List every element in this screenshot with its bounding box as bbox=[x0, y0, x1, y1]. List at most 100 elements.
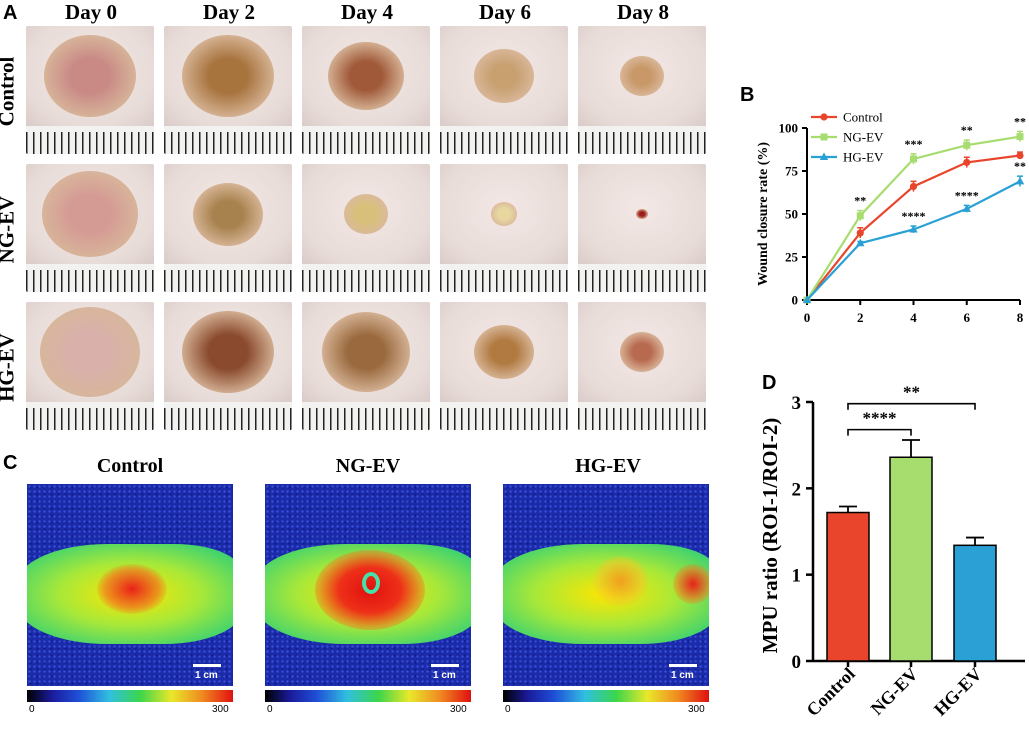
day-label-6: Day 6 bbox=[479, 0, 531, 24]
y-tick-label: 2 bbox=[792, 479, 802, 500]
x-tick-label: 6 bbox=[964, 310, 971, 325]
wound-photo bbox=[164, 302, 292, 430]
significance-label: ** bbox=[854, 194, 866, 208]
data-point-ng-ev bbox=[910, 155, 917, 163]
colorbar-control bbox=[27, 690, 233, 702]
legend-marker bbox=[820, 133, 828, 141]
ldpi-title-ng-ev: NG-EV bbox=[335, 455, 401, 477]
significance-label: ** bbox=[1014, 159, 1026, 173]
colorbar-max-ng-ev: 300 bbox=[450, 704, 467, 715]
x-tick-label: HG-EV bbox=[930, 664, 986, 720]
day-label-4: Day 4 bbox=[341, 0, 393, 24]
ldpi-image-hg-ev: 1 cm bbox=[503, 484, 709, 686]
y-tick-label: 3 bbox=[792, 393, 802, 414]
data-point-ng-ev bbox=[1016, 133, 1024, 141]
colorbar-hg-ev bbox=[503, 690, 709, 702]
panel-label-a: A bbox=[3, 2, 18, 24]
y-tick-label: 0 bbox=[792, 652, 802, 673]
x-tick-label: 8 bbox=[1017, 310, 1024, 325]
scale-label-hg-ev: 1 cm bbox=[671, 670, 694, 681]
legend-marker bbox=[820, 113, 828, 121]
data-point-control bbox=[909, 182, 918, 191]
significance-bracket bbox=[847, 428, 912, 436]
wound-photo bbox=[302, 26, 430, 154]
y-tick-label: 0 bbox=[792, 293, 799, 308]
wound-photo bbox=[440, 302, 568, 430]
colorbar-max-control: 300 bbox=[212, 704, 229, 715]
significance-label: ** bbox=[961, 123, 973, 137]
wound-photo bbox=[578, 26, 706, 154]
wound-photo bbox=[302, 302, 430, 430]
data-point-hg-ev bbox=[856, 238, 865, 247]
x-tick-label: 2 bbox=[857, 310, 864, 325]
data-point-hg-ev bbox=[802, 295, 812, 303]
wound-photo bbox=[26, 302, 154, 430]
day-label-2: Day 2 bbox=[203, 0, 255, 24]
day-label-8: Day 8 bbox=[617, 0, 669, 24]
colorbar-max-hg-ev: 300 bbox=[688, 704, 705, 715]
mpu-ratio-chart: 0 1 2 3 MPU ratio (ROI-1/ROI-2) Control NG-EV H… bbox=[758, 383, 1025, 720]
wound-photo bbox=[302, 164, 430, 292]
ldpi-image-control: 1 cm bbox=[27, 484, 233, 686]
colorbar-min-ng-ev: 0 bbox=[267, 704, 273, 715]
x-tick-label: NG-EV bbox=[867, 664, 922, 719]
significance-bracket bbox=[847, 402, 976, 410]
legend-label: NG-EV bbox=[843, 130, 884, 145]
day-label-0: Day 0 bbox=[65, 0, 117, 24]
x-tick-label: Control bbox=[802, 664, 858, 720]
row-label-hg-ev: HG-EV bbox=[0, 333, 19, 402]
x-tick-label: 4 bbox=[910, 310, 917, 325]
y-tick-label: 25 bbox=[785, 250, 799, 265]
data-point-control bbox=[963, 158, 971, 166]
data-point-control bbox=[1016, 151, 1024, 160]
panel-label-d: D bbox=[762, 372, 777, 394]
bar-ng-ev bbox=[889, 456, 933, 662]
ldpi-image-ng-ev: 1 cm bbox=[265, 484, 471, 686]
scale-label-control: 1 cm bbox=[195, 670, 218, 681]
y-axis-label: Wound closure rate (%) bbox=[756, 142, 771, 286]
legend-marker bbox=[819, 152, 829, 160]
wound-photo bbox=[164, 26, 292, 154]
wound-photo bbox=[578, 302, 706, 430]
data-point-ng-ev bbox=[856, 212, 864, 220]
significance-label: ** bbox=[903, 383, 920, 402]
series-line-hg-ev bbox=[806, 180, 1021, 301]
scale-label-ng-ev: 1 cm bbox=[433, 670, 456, 681]
significance-label: **** bbox=[902, 209, 926, 223]
data-point-ng-ev bbox=[963, 141, 971, 149]
significance-label: **** bbox=[863, 409, 897, 428]
wound-photo bbox=[26, 26, 154, 154]
colorbar-min-hg-ev: 0 bbox=[505, 704, 511, 715]
x-tick-label: 0 bbox=[804, 310, 811, 325]
y-tick-label: 50 bbox=[785, 207, 798, 222]
wound-closure-chart: 0 2 4 6 8 0 25 50 75 100 Wound closure rate (%) Co… bbox=[756, 110, 1026, 326]
data-point-hg-ev bbox=[962, 204, 971, 212]
significance-label: ** bbox=[1014, 114, 1026, 128]
panel-label-b: B bbox=[740, 84, 755, 106]
panel-label-c: C bbox=[3, 452, 18, 474]
y-tick-label: 100 bbox=[779, 121, 799, 136]
y-axis-label: MPU ratio (ROI-1/ROI-2) bbox=[758, 418, 782, 654]
y-tick-label: 75 bbox=[785, 164, 799, 179]
significance-label: **** bbox=[955, 188, 979, 202]
wound-photo bbox=[440, 26, 568, 154]
bar-hg-ev bbox=[953, 544, 997, 662]
colorbar-ng-ev bbox=[265, 690, 471, 702]
row-label-ng-ev: NG-EV bbox=[0, 195, 19, 264]
data-point-hg-ev bbox=[909, 224, 918, 233]
wound-photo bbox=[26, 164, 154, 292]
y-tick-label: 1 bbox=[792, 566, 802, 587]
legend-label: HG-EV bbox=[843, 150, 884, 165]
colorbar-min-control: 0 bbox=[29, 704, 35, 715]
significance-label: *** bbox=[905, 137, 923, 151]
ldpi-title-control: Control bbox=[96, 455, 164, 477]
data-point-hg-ev bbox=[1015, 176, 1025, 185]
legend-label: Control bbox=[843, 110, 883, 125]
row-label-control: Control bbox=[0, 56, 19, 127]
ldpi-title-hg-ev: HG-EV bbox=[575, 455, 641, 477]
wound-photo bbox=[440, 164, 568, 292]
bar-control bbox=[826, 511, 870, 662]
data-point-control bbox=[856, 229, 864, 237]
wound-photo bbox=[578, 164, 706, 292]
wound-photo bbox=[164, 164, 292, 292]
